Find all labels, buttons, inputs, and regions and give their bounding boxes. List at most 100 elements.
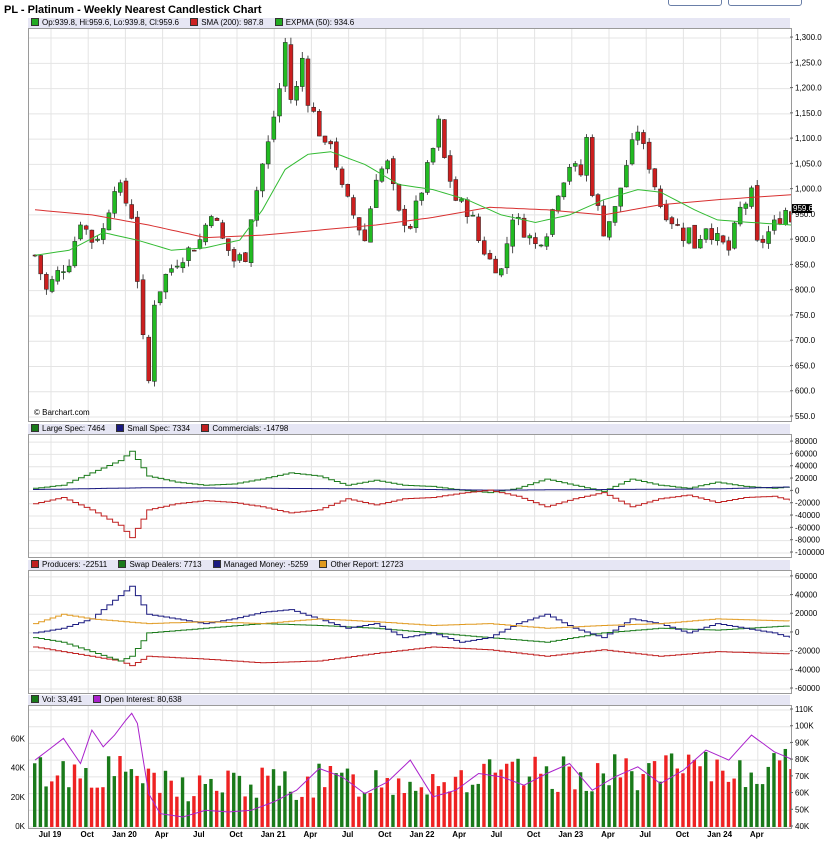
volume-panel[interactable] — [28, 705, 792, 829]
candle-body — [590, 137, 595, 196]
candle-body — [408, 225, 413, 229]
candle-body — [470, 214, 476, 217]
candle — [754, 180, 760, 242]
candle-body — [66, 265, 72, 273]
axis-tick-label: 800.0 — [795, 286, 816, 295]
candle-body — [607, 221, 612, 238]
candle — [129, 199, 134, 220]
candle — [760, 235, 766, 249]
candle-body — [538, 244, 544, 247]
candle-body — [169, 268, 174, 273]
candle — [464, 197, 470, 224]
cot-disagg-panel[interactable] — [28, 570, 792, 694]
toolbar-button[interactable] — [728, 0, 802, 6]
axis-tick-label: 60000 — [795, 449, 818, 458]
candle — [271, 110, 277, 143]
legend-sma: SMA (200): 987.8 — [190, 18, 263, 28]
candle-body — [709, 228, 714, 240]
legend-other-report: Other Report: 12723 — [319, 560, 403, 570]
candle-body — [521, 217, 527, 238]
axis-tick-label: 110K — [795, 705, 814, 714]
volume-bar — [630, 771, 634, 827]
cot-legacy-legend: Large Spec: 7464 Small Spec: 7334 Commer… — [28, 424, 790, 434]
volume-bar — [709, 781, 714, 827]
volume-chart — [29, 706, 791, 828]
candle-body — [459, 198, 464, 202]
volume-bar — [374, 770, 378, 827]
candle-body — [288, 44, 294, 100]
candle — [425, 160, 430, 195]
volume-bar — [539, 773, 543, 827]
axis-tick-label: 50K — [795, 805, 810, 814]
candle — [419, 192, 424, 206]
candle-body — [629, 139, 635, 165]
candle — [328, 139, 333, 150]
volume-axis: 60K 40K 20K 0K — [11, 734, 26, 831]
volume-bar — [675, 768, 679, 827]
candle-body — [436, 118, 441, 148]
volume-bar — [95, 787, 99, 827]
candle-body — [476, 216, 481, 241]
candle — [294, 80, 299, 106]
series-line — [33, 486, 790, 491]
x-tick-label: Jul — [639, 830, 651, 839]
candle — [408, 223, 413, 230]
price-panel[interactable] — [28, 28, 792, 422]
volume-bar — [351, 774, 355, 827]
volume-bar — [686, 754, 691, 827]
legend-producers: Producers: -22511 — [31, 560, 107, 570]
volume-bar — [50, 781, 54, 827]
series-line — [33, 489, 790, 539]
cot-legacy-panel[interactable] — [28, 434, 792, 558]
toolbar-button[interactable] — [668, 0, 722, 6]
candle — [254, 186, 260, 227]
cot-disagg-legend: Producers: -22511 Swap Dealers: 7713 Man… — [28, 560, 790, 570]
axis-tick-label: 850.0 — [795, 260, 816, 269]
candle — [391, 155, 396, 191]
volume-bar — [180, 777, 185, 827]
volume-bar — [726, 781, 731, 827]
candle — [521, 213, 527, 238]
axis-tick-label: 20000 — [795, 474, 818, 483]
candle — [243, 252, 248, 263]
candle-body — [737, 206, 743, 225]
legend-volume: Vol: 33,491 — [31, 695, 82, 705]
price-axis: 1,300.0 1,250.0 1,200.0 1,150.0 1,100.0 1,050… — [790, 33, 822, 421]
candle — [260, 163, 265, 198]
volume-bar — [214, 790, 219, 827]
candle-body — [362, 229, 368, 242]
volume-bar — [613, 754, 617, 827]
volume-bar — [664, 755, 668, 827]
candle-body — [601, 205, 606, 237]
candle-body — [385, 160, 390, 170]
candle-body — [550, 209, 555, 235]
volume-bar — [33, 763, 37, 827]
candle-body — [413, 200, 419, 229]
x-tick-label: Oct — [676, 830, 690, 839]
candle — [766, 225, 771, 249]
candle-body — [595, 194, 601, 206]
x-tick-label: Apr — [304, 830, 318, 839]
series-line — [33, 623, 790, 662]
x-tick-label: Apr — [601, 830, 615, 839]
volume-bar — [789, 769, 791, 827]
candle-body — [743, 203, 749, 209]
candle — [55, 266, 60, 285]
candle-body — [123, 180, 129, 204]
x-tick-label: Jan 21 — [261, 830, 286, 839]
candle-body — [527, 235, 532, 239]
x-tick-label: Apr — [750, 830, 764, 839]
candle-body — [106, 212, 112, 231]
cot-legacy-axis: 80000 60000 40000 20000 0 -20000 -40000 -60000 -… — [790, 437, 824, 557]
volume-bar — [408, 781, 412, 827]
candle-body — [544, 236, 550, 247]
candle — [675, 218, 680, 227]
candle-body — [754, 185, 760, 241]
candle — [220, 219, 225, 240]
candle — [703, 228, 709, 243]
volume-bar — [226, 770, 230, 827]
candle-body — [453, 179, 459, 201]
volume-bar — [448, 791, 452, 827]
volume-bar — [470, 784, 475, 827]
volume-bar — [175, 796, 179, 827]
